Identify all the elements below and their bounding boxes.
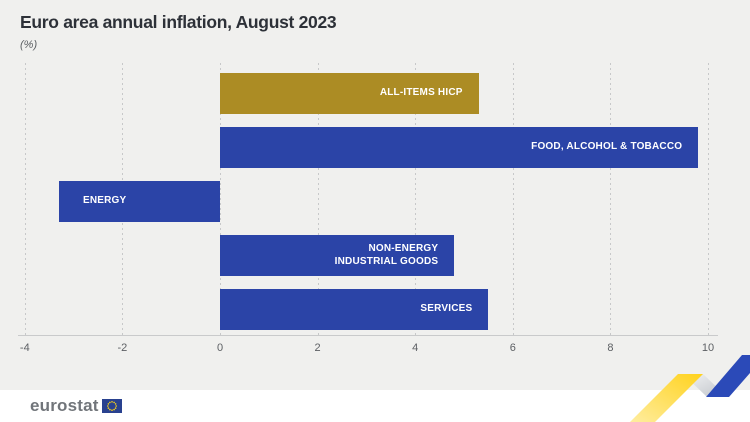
chart-title: Euro area annual inflation, August 2023 <box>20 12 337 32</box>
gridline <box>24 63 26 335</box>
chart-unit-label: (%) <box>20 39 38 51</box>
gridline <box>220 63 221 335</box>
x-tick-label: 8 <box>607 342 614 354</box>
footer-bar: eurostat <box>0 390 750 422</box>
x-tick-label: 6 <box>509 342 516 354</box>
gridline <box>415 63 417 335</box>
bar-label: SERVICES <box>420 303 473 315</box>
eu-flag-icon <box>101 399 122 413</box>
x-axis-line <box>18 335 718 336</box>
bar-label: ALL-ITEMS HICP <box>379 87 463 99</box>
bar-all-items-hicp: ALL-ITEMS HICP <box>220 73 479 114</box>
bar-food-alcohol-tobacco: FOOD, ALCOHOL & TOBACCO <box>220 127 699 168</box>
x-tick-label: -4 <box>19 342 30 354</box>
bar-non-energy-industrial-goods: NON-ENERGY INDUSTRIAL GOODS <box>220 235 455 276</box>
eurostat-wordmark: eurostat <box>30 396 99 415</box>
bar-energy: ENERGY <box>58 181 220 222</box>
bar-label: NON-ENERGY INDUSTRIAL GOODS <box>334 243 439 267</box>
bar-label: FOOD, ALCOHOL & TOBACCO <box>531 141 683 153</box>
x-tick-label: 0 <box>216 342 224 354</box>
bar-label: ENERGY <box>82 195 127 207</box>
gridline <box>708 63 709 335</box>
gridline <box>317 63 319 335</box>
x-tick-label: 4 <box>412 342 419 354</box>
gridline <box>610 63 612 335</box>
x-tick-label: 10 <box>701 342 715 354</box>
x-tick-label: 2 <box>314 342 321 354</box>
bar-services: SERVICES <box>220 289 489 330</box>
eurostat-zigzag-decoration <box>630 355 750 422</box>
eurostat-logo: eurostat <box>30 396 122 416</box>
gridline <box>512 63 514 335</box>
x-tick-label: -2 <box>117 342 128 354</box>
